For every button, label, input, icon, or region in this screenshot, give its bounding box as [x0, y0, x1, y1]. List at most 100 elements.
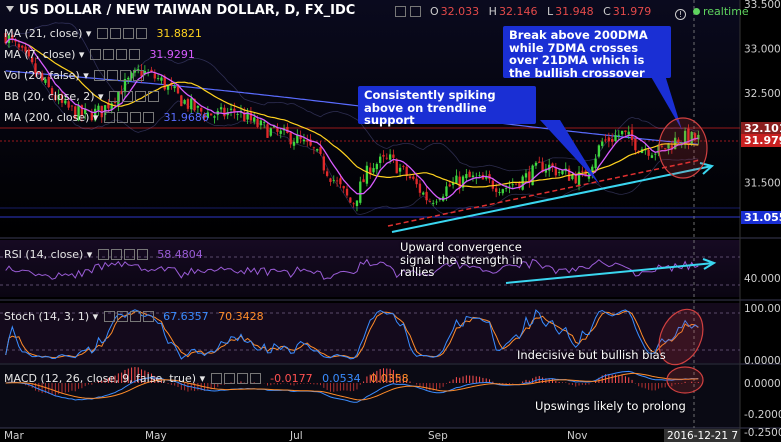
- plus-icon[interactable]: [135, 91, 147, 102]
- close-icon[interactable]: [133, 70, 145, 81]
- eye-icon[interactable]: [94, 70, 106, 81]
- candle-body: [359, 181, 362, 203]
- candle-body: [534, 162, 538, 166]
- candle-body: [395, 159, 398, 174]
- x-tick-label: Mar: [4, 430, 24, 442]
- macd-value: -0.0177: [270, 372, 313, 385]
- candle-body: [388, 154, 392, 160]
- indicator-bb[interactable]: BB (20, close, 2) ▾: [4, 90, 160, 103]
- candle-body: [584, 170, 587, 177]
- indicator-vol[interactable]: Vol (20, false) ▾: [4, 69, 145, 82]
- info-icon[interactable]: !: [675, 9, 686, 20]
- indicator-value: 31.9686: [163, 111, 209, 124]
- x-tick-label: May: [145, 430, 167, 442]
- candle-body: [332, 179, 335, 181]
- collapse-icon[interactable]: [6, 6, 14, 12]
- candle-body: [186, 99, 190, 109]
- gear-icon[interactable]: [107, 70, 119, 81]
- eye-icon[interactable]: [89, 49, 101, 60]
- gear-icon[interactable]: [223, 373, 235, 384]
- close-icon[interactable]: [249, 373, 261, 384]
- gear-icon[interactable]: [110, 249, 122, 260]
- eye-icon[interactable]: [96, 28, 108, 39]
- plus-icon[interactable]: [120, 70, 132, 81]
- candle-body: [528, 171, 531, 183]
- x-tick-label: Jul: [289, 430, 303, 442]
- candle-body: [438, 199, 441, 200]
- settings-icon[interactable]: [395, 6, 406, 17]
- candle-body: [634, 138, 637, 151]
- gear-icon[interactable]: [116, 112, 128, 123]
- gear-icon[interactable]: [116, 311, 128, 322]
- eye-icon[interactable]: [210, 373, 222, 384]
- plus-icon[interactable]: [236, 373, 248, 384]
- callout-200dma-breakout: Break above 200DMA while 7DMA crosses ov…: [503, 26, 671, 79]
- candle-body: [405, 166, 408, 176]
- candle-body: [690, 131, 693, 144]
- candle-body: [276, 128, 279, 132]
- stoch-d-path: [5, 310, 699, 359]
- close-icon[interactable]: [142, 112, 154, 123]
- candle-body: [213, 116, 216, 118]
- rsi-legend[interactable]: RSI (14, close) ▾ 58.4804: [4, 248, 203, 261]
- eye-icon[interactable]: [103, 112, 115, 123]
- eye-icon[interactable]: [97, 249, 109, 260]
- gear-icon[interactable]: [109, 28, 121, 39]
- realtime-indicator[interactable]: ! realtime: [675, 5, 749, 20]
- macd-legend[interactable]: MACD (12, 26, close, 9, false, true) ▾ -…: [4, 372, 409, 385]
- stoch-legend[interactable]: Stoch (14, 3, 1) ▾ 67.6357 70.3428: [4, 310, 264, 323]
- close-icon[interactable]: [128, 49, 140, 60]
- eye-icon[interactable]: [103, 311, 115, 322]
- price-tag-support: 31.055: [741, 211, 781, 224]
- close-icon[interactable]: [148, 91, 160, 102]
- plus-icon[interactable]: [115, 49, 127, 60]
- gear-icon[interactable]: [122, 91, 134, 102]
- candle-body: [329, 178, 332, 182]
- rsi-path: [5, 258, 699, 280]
- stoch-k-value: 67.6357: [163, 310, 209, 323]
- candle-body: [428, 201, 432, 202]
- candle-body: [355, 200, 359, 207]
- close-icon[interactable]: [135, 28, 147, 39]
- candle-body: [369, 167, 372, 175]
- candle-body: [153, 73, 156, 79]
- plus-icon[interactable]: [129, 112, 141, 123]
- plus-icon[interactable]: [123, 249, 135, 260]
- candle-body: [263, 122, 266, 124]
- price-tick-label: 33.500: [744, 0, 781, 11]
- axis-labels: 33.500 33.000 32.500 31.500 40.0000 100.0000 0…: [4, 0, 781, 442]
- candle-body: [601, 141, 604, 146]
- candle-body: [319, 147, 322, 154]
- highlight-ellipse: [666, 366, 704, 394]
- indicator-ma200[interactable]: MA (200, close) ▾ 31.9686: [4, 111, 209, 124]
- close-icon[interactable]: [409, 6, 421, 17]
- close-icon[interactable]: [136, 249, 148, 260]
- candle-body: [495, 188, 498, 192]
- plus-icon[interactable]: [129, 311, 141, 322]
- indicator-ma7[interactable]: MA (7, close) ▾ 31.9291: [4, 48, 195, 61]
- macd-signal-path: [5, 372, 699, 401]
- candle-body: [107, 102, 110, 109]
- candle-body: [163, 76, 166, 90]
- candle-body: [670, 145, 673, 150]
- candle-body: [117, 92, 120, 106]
- gear-icon[interactable]: [102, 49, 114, 60]
- candle-body: [50, 88, 54, 96]
- stoch-lines: [5, 309, 699, 360]
- candle-body: [130, 72, 133, 79]
- cyan-arrow-rsi: [505, 258, 717, 284]
- candle-body: [259, 120, 263, 126]
- indicator-label: BB (20, close, 2): [4, 90, 95, 103]
- indicator-label: MA (7, close): [4, 48, 76, 61]
- indicator-ma21[interactable]: MA (21, close) ▾ 31.8821: [4, 27, 202, 40]
- candle-body: [14, 40, 17, 42]
- indicator-value: 31.9291: [149, 48, 195, 61]
- close-icon[interactable]: [142, 311, 154, 322]
- candle-body: [561, 170, 564, 175]
- stoch-d-value: 70.3428: [218, 310, 264, 323]
- plus-icon[interactable]: [122, 28, 134, 39]
- candle-body: [137, 69, 140, 71]
- candle-body: [683, 130, 687, 145]
- candle-body: [133, 69, 137, 73]
- eye-icon[interactable]: [109, 91, 121, 102]
